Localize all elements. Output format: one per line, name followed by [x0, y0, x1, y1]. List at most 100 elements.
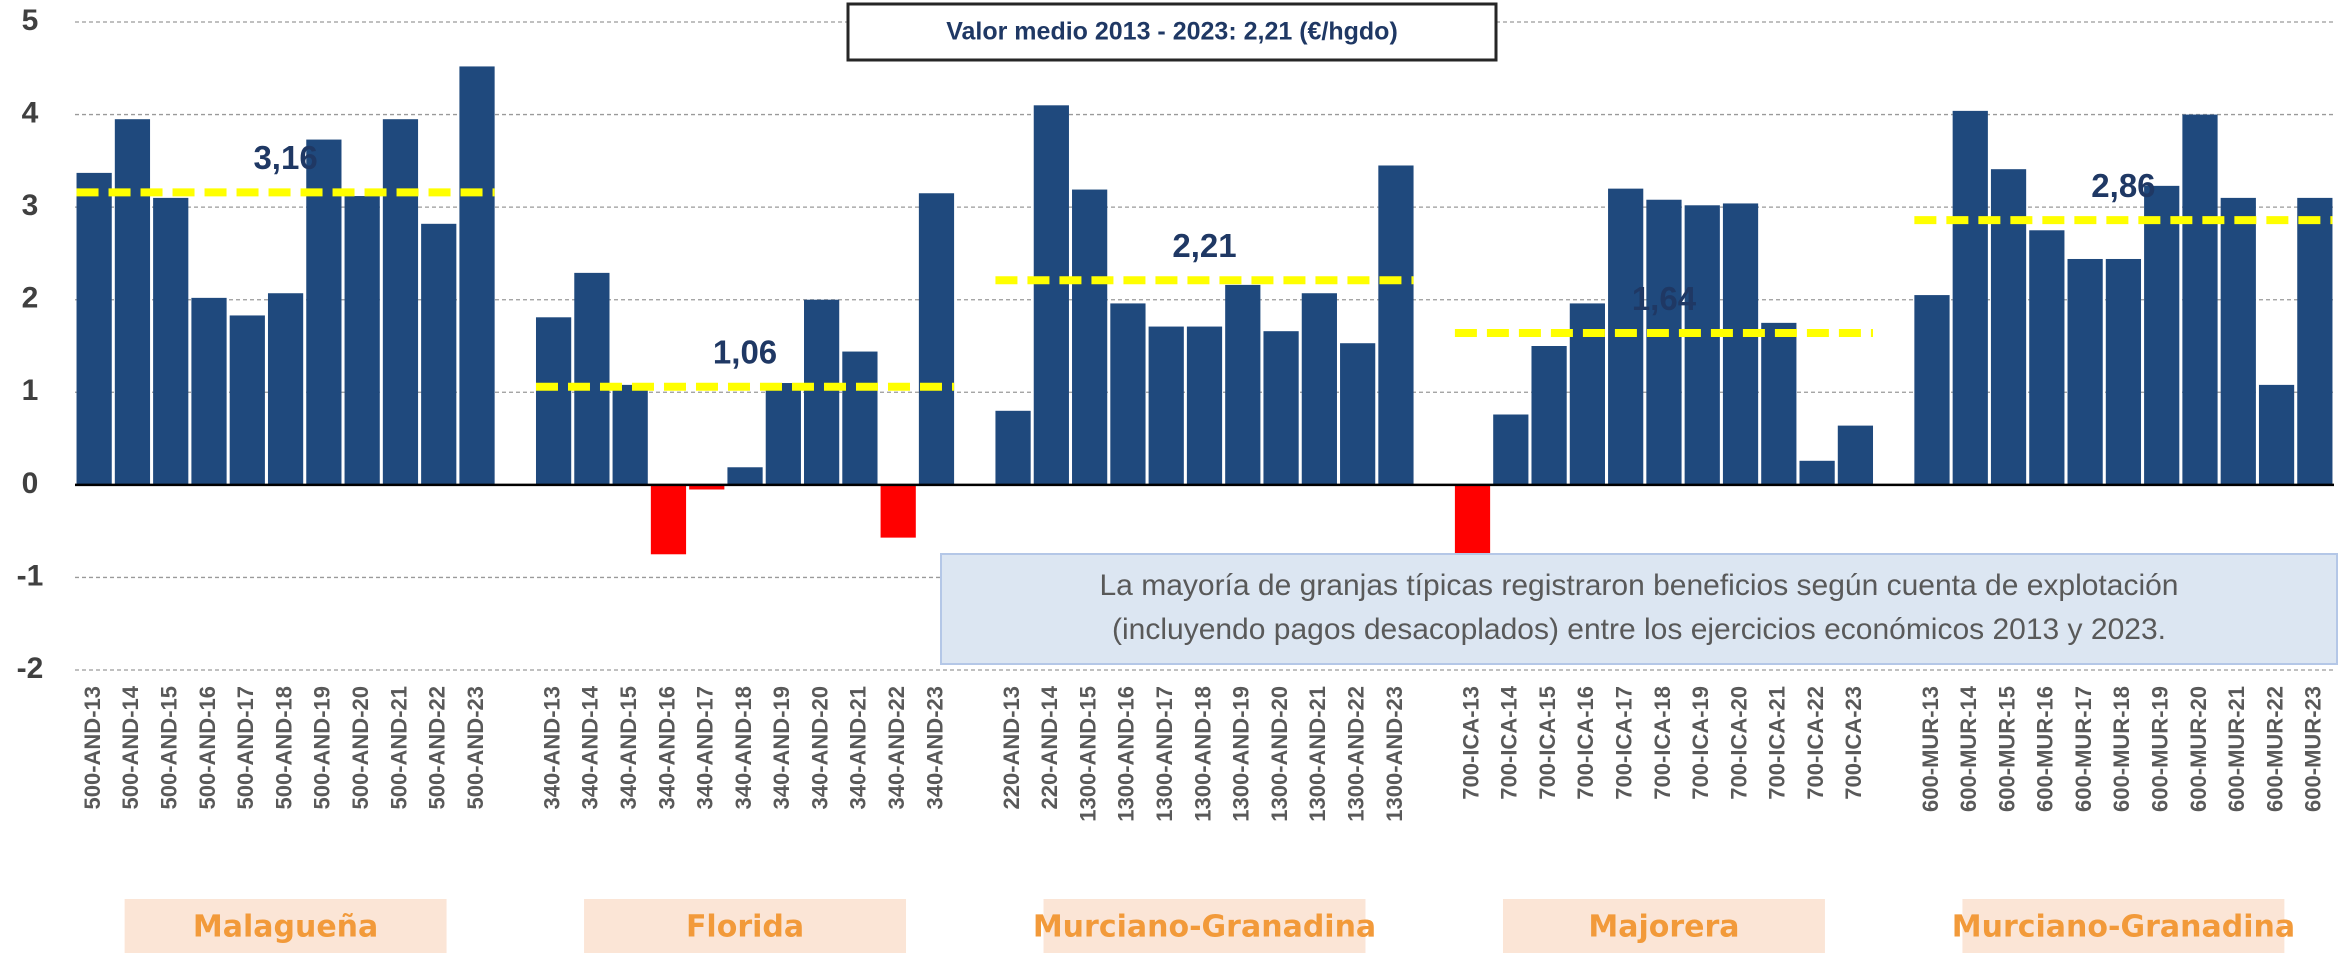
- y-tick-label: 3: [22, 189, 39, 222]
- bar: [229, 315, 265, 485]
- bar: [765, 383, 801, 485]
- group-box: [584, 899, 907, 953]
- bar: [1340, 343, 1376, 485]
- x-tick-label: 1300-AND-20: [1267, 686, 1292, 822]
- x-tick-label: 500-AND-20: [348, 686, 373, 810]
- x-tick-label: 600-MUR-23: [2301, 686, 2326, 812]
- bar: [2220, 197, 2256, 485]
- x-tick-label: 700-ICA-19: [1688, 686, 1713, 800]
- bar: [459, 66, 495, 485]
- x-tick-label: 600-MUR-20: [2186, 686, 2211, 812]
- bar: [76, 172, 112, 485]
- mean-label: 1,64: [1632, 280, 1697, 317]
- x-tick-label: 340-AND-23: [922, 686, 947, 810]
- y-tick-label: 5: [22, 4, 39, 37]
- x-tick-label: 1300-AND-18: [1190, 686, 1215, 822]
- bar: [918, 193, 955, 485]
- title-box: [846, 2, 1498, 62]
- x-tick-label: 700-ICA-14: [1497, 685, 1522, 799]
- y-tick-label: 4: [22, 96, 39, 129]
- x-tick-label: 220-AND-14: [1037, 685, 1062, 809]
- bar: [1646, 199, 1682, 485]
- bar: [1148, 326, 1184, 485]
- annotation-box: [940, 553, 2338, 665]
- x-tick-label: 600-MUR-21: [2224, 686, 2249, 812]
- mean-label: 3,16: [253, 139, 317, 176]
- x-tick-label: 600-MUR-15: [1994, 686, 2019, 812]
- x-tick-label: 340-AND-22: [884, 686, 909, 810]
- bar: [995, 410, 1031, 485]
- bar: [2258, 384, 2295, 485]
- x-tick-label: 700-ICA-22: [1803, 686, 1828, 800]
- x-tick-label: 600-MUR-19: [2148, 686, 2173, 812]
- bar: [2297, 197, 2333, 485]
- bar: [191, 297, 227, 485]
- mean-label: 2,21: [1172, 227, 1236, 264]
- bar: [2144, 185, 2180, 485]
- x-tick-label: 340-AND-15: [616, 686, 641, 810]
- bar: [689, 484, 725, 490]
- bar: [804, 299, 840, 485]
- x-tick-label: 600-MUR-13: [1918, 686, 1943, 812]
- y-tick-label: -1: [17, 559, 44, 592]
- y-tick-label: -2: [17, 652, 44, 685]
- bar: [1186, 326, 1223, 485]
- group-label: Murciano-Granadina: [1952, 910, 2295, 945]
- bar: [1033, 105, 1069, 485]
- bar: [1799, 460, 1835, 485]
- x-tick-label: 1300-AND-22: [1343, 686, 1368, 822]
- x-tick-label: 500-AND-17: [233, 686, 258, 810]
- bar: [1110, 303, 1146, 485]
- x-tick-label: 340-AND-20: [807, 686, 832, 810]
- bar: [1722, 203, 1759, 485]
- group-box: [1962, 899, 2285, 953]
- y-tick-label: 0: [22, 467, 39, 500]
- x-tick-label: 600-MUR-14: [1956, 685, 1981, 812]
- bar: [880, 484, 916, 538]
- x-tick-label: 700-ICA-16: [1573, 686, 1598, 800]
- x-tick-label: 500-AND-14: [118, 685, 143, 809]
- group-label: Majorera: [1588, 910, 1739, 945]
- x-tick-label: 500-AND-21: [386, 686, 411, 810]
- x-tick-label: 1300-AND-17: [1152, 686, 1177, 822]
- x-tick-label: 700-ICA-15: [1535, 686, 1560, 800]
- x-tick-label: 500-AND-23: [463, 686, 488, 810]
- x-tick-label: 340-AND-14: [578, 685, 603, 809]
- group-label: Murciano-Granadina: [1033, 910, 1376, 945]
- bar: [1301, 293, 1337, 485]
- bar: [1493, 414, 1529, 485]
- bar: [535, 317, 572, 485]
- y-tick-label: 1: [22, 374, 39, 407]
- x-tick-label: 500-AND-15: [157, 686, 182, 810]
- bar: [1914, 295, 1950, 485]
- x-tick-label: 340-AND-19: [769, 686, 794, 810]
- bar: [2029, 230, 2065, 485]
- bar: [1263, 331, 1299, 485]
- x-tick-label: 700-ICA-23: [1841, 686, 1866, 800]
- x-tick-label: 220-AND-13: [999, 686, 1024, 810]
- group-box: [124, 899, 447, 953]
- x-tick-label: 500-AND-22: [425, 686, 450, 810]
- group-label: Malagueña: [193, 910, 378, 945]
- bar: [344, 196, 380, 485]
- bar: [1072, 189, 1108, 485]
- x-tick-label: 700-ICA-17: [1611, 686, 1636, 800]
- x-tick-label: 1300-AND-16: [1114, 686, 1139, 822]
- bar: [1531, 346, 1567, 485]
- x-tick-label: 1300-AND-23: [1382, 686, 1407, 822]
- annotation-text: (incluyendo pagos desacoplados) entre lo…: [1112, 613, 2166, 646]
- x-tick-label: 500-AND-19: [310, 686, 335, 810]
- bar: [1761, 322, 1797, 485]
- y-tick-label: 2: [22, 282, 39, 315]
- x-tick-label: 600-MUR-16: [2033, 686, 2058, 812]
- mean-label: 2,86: [2091, 167, 2155, 204]
- bar: [306, 139, 342, 485]
- x-tick-label: 1300-AND-15: [1075, 686, 1100, 822]
- x-tick-label: 600-MUR-17: [2071, 686, 2096, 812]
- x-tick-label: 600-MUR-22: [2262, 686, 2287, 812]
- bar: [1225, 284, 1261, 485]
- bar: [1454, 484, 1491, 556]
- group-label: Florida: [686, 910, 804, 945]
- bar: [1952, 110, 1988, 485]
- x-tick-label: 340-AND-16: [654, 686, 679, 810]
